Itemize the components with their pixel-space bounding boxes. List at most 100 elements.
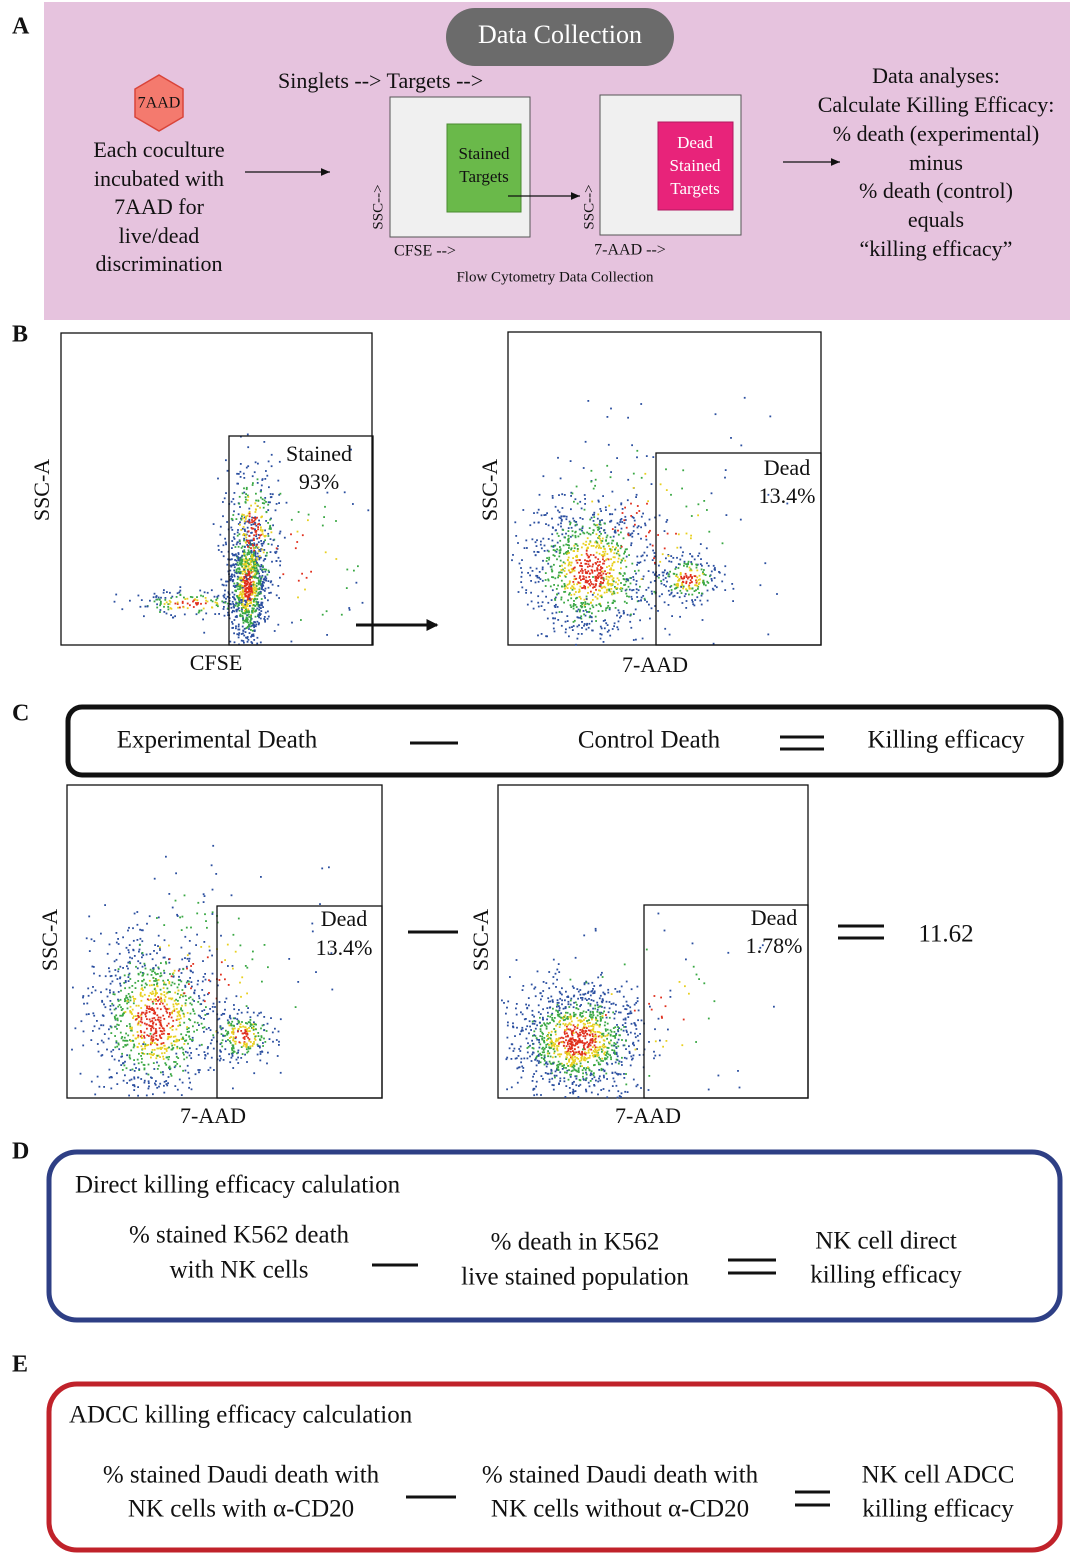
cell-event [519, 1045, 522, 1048]
cell-event [245, 620, 248, 623]
cell-event [156, 1068, 159, 1070]
cell-event [550, 1014, 553, 1016]
cell-event [596, 568, 599, 571]
cell-event [230, 1036, 232, 1038]
cell-event [133, 1089, 136, 1091]
cell-event [325, 610, 328, 613]
cell-event [200, 1017, 203, 1019]
cell-event [109, 1005, 112, 1007]
cell-event [623, 1073, 625, 1075]
cell-event [598, 1048, 600, 1051]
gate-stained [446, 123, 522, 213]
cell-event [239, 476, 242, 478]
cell-event [234, 546, 237, 548]
cell-event [245, 611, 247, 614]
cell-event [128, 960, 131, 963]
cell-event [241, 554, 244, 557]
cell-event [559, 539, 562, 542]
cell-event [249, 1047, 252, 1050]
cell-event [709, 574, 712, 577]
cell-event [232, 1087, 234, 1090]
cell-event [249, 621, 252, 624]
cell-event [254, 559, 257, 562]
cell-event [270, 453, 273, 456]
cell-event [625, 1029, 628, 1032]
cell-event [611, 490, 614, 493]
cell-event [588, 576, 591, 578]
cell-event [580, 562, 582, 565]
cell-event [132, 1034, 135, 1037]
cell-event [249, 593, 252, 596]
cell-event [542, 1016, 544, 1019]
cell-event [536, 551, 539, 553]
cell-event [606, 1063, 609, 1066]
cell-event [260, 484, 263, 487]
cell-event [126, 1043, 129, 1046]
cell-event [129, 1057, 132, 1060]
cell-event [251, 1027, 253, 1029]
cell-event [128, 986, 131, 989]
cell-event [256, 558, 259, 561]
cell-event [127, 993, 130, 995]
cell-event [240, 604, 243, 606]
cell-event [156, 603, 158, 606]
cell-event [586, 554, 589, 557]
cell-event [548, 1060, 551, 1063]
cell-event [247, 545, 249, 548]
cell-event [258, 549, 261, 551]
cell-event [587, 586, 589, 589]
cell-event [224, 537, 226, 540]
cell-event [257, 615, 260, 618]
cell-event [625, 1048, 627, 1050]
cell-event [585, 609, 587, 612]
cell-event [538, 571, 541, 573]
cell-event [602, 495, 604, 497]
cell-event [188, 1035, 191, 1038]
cell-event [646, 546, 649, 549]
equation-box [65, 704, 1064, 778]
cell-event [566, 583, 569, 586]
cell-event [631, 598, 633, 600]
cell-event [216, 1031, 219, 1034]
cell-event [193, 599, 195, 602]
cell-event [614, 531, 617, 534]
cell-event [600, 1019, 602, 1021]
cell-event [241, 572, 244, 575]
cell-event [671, 615, 673, 617]
cell-event [205, 920, 207, 922]
cell-event [247, 593, 250, 596]
cell-event [82, 1044, 85, 1047]
cell-event [539, 543, 542, 546]
cell-event [556, 558, 558, 561]
cell-event [231, 591, 234, 594]
cell-event [196, 983, 199, 986]
cell-event [265, 470, 267, 472]
cell-event [580, 579, 582, 581]
cell-event [237, 1056, 239, 1059]
cell-event [117, 938, 119, 940]
cell-event [138, 1052, 140, 1055]
cell-event [257, 526, 259, 528]
cell-event [538, 1060, 540, 1063]
cell-event [559, 551, 562, 554]
cell-event [159, 1003, 161, 1005]
cell-event [255, 524, 258, 527]
cell-event [577, 591, 580, 593]
cell-event [535, 567, 538, 570]
cell-event [251, 556, 254, 558]
cell-event [239, 588, 241, 590]
cell-event [204, 973, 206, 975]
cell-event [238, 601, 241, 603]
cell-event [357, 565, 359, 568]
cell-event [573, 593, 576, 596]
cell-event [127, 998, 130, 1001]
cell-event [220, 934, 222, 937]
cell-event [694, 575, 697, 578]
cell-event [221, 1039, 224, 1042]
cell-event [251, 521, 253, 524]
cell-event [139, 994, 142, 997]
cell-event [278, 1044, 280, 1046]
cell-event [570, 548, 572, 551]
cell-event [631, 516, 634, 518]
cell-event [90, 1080, 93, 1083]
